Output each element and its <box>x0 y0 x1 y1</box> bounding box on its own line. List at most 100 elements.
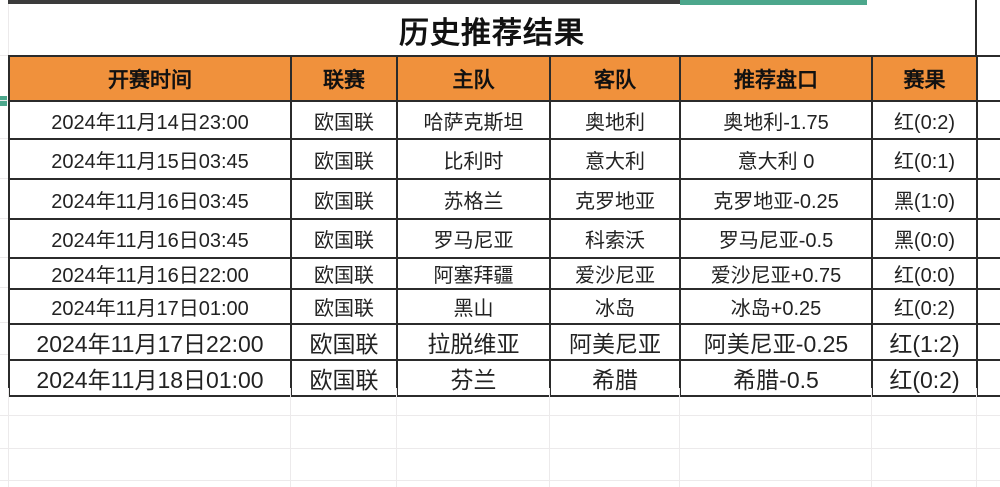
cell-result[interactable]: 黑(1:0) <box>871 178 978 220</box>
cell-home-team[interactable]: 黑山 <box>396 288 551 325</box>
grid-line-faint <box>0 287 8 288</box>
cell-extra-sliver <box>976 323 1000 361</box>
cell-handicap[interactable]: 克罗地亚-0.25 <box>679 178 873 220</box>
grid-line-faint <box>8 388 9 487</box>
grid-line-faint <box>549 388 550 487</box>
cell-kickoff-time[interactable]: 2024年11月16日22:00 <box>8 257 292 290</box>
cell-league[interactable]: 欧国联 <box>290 218 398 259</box>
cell-away-team[interactable]: 克罗地亚 <box>549 178 681 220</box>
col-header-kickoff-time[interactable]: 开赛时间 <box>8 55 292 102</box>
cell-league[interactable]: 欧国联 <box>290 323 398 361</box>
table-body: 2024年11月14日23:00 欧国联 哈萨克斯坦 奥地利 奥地利-1.75 … <box>8 100 1000 397</box>
grid-line-faint <box>0 218 8 219</box>
cell-handicap[interactable]: 希腊-0.5 <box>679 359 873 397</box>
grid-line-faint <box>0 100 8 101</box>
grid-line-vertical <box>975 0 977 56</box>
cell-kickoff-time[interactable]: 2024年11月16日03:45 <box>8 218 292 259</box>
cell-result[interactable]: 红(0:2) <box>871 100 978 140</box>
left-sliver-grid <box>0 0 8 388</box>
table-row[interactable]: 2024年11月18日01:00 欧国联 芬兰 希腊 希腊-0.5 红(0:2) <box>8 359 1000 397</box>
grid-line-faint <box>0 55 8 56</box>
cell-away-team[interactable]: 阿美尼亚 <box>549 323 681 361</box>
table-row[interactable]: 2024年11月16日03:45 欧国联 苏格兰 克罗地亚 克罗地亚-0.25 … <box>8 178 1000 220</box>
cell-extra-sliver <box>976 218 1000 259</box>
cell-away-team[interactable]: 意大利 <box>549 138 681 180</box>
grid-line-faint <box>0 448 1000 449</box>
table-row[interactable]: 2024年11月14日23:00 欧国联 哈萨克斯坦 奥地利 奥地利-1.75 … <box>8 100 1000 140</box>
grid-line-faint <box>871 388 872 487</box>
cell-kickoff-time[interactable]: 2024年11月17日22:00 <box>8 323 292 361</box>
grid-line-faint <box>0 322 8 323</box>
cell-away-team[interactable]: 希腊 <box>549 359 681 397</box>
grid-line-faint <box>976 388 977 487</box>
col-header-extra-sliver <box>976 55 1000 102</box>
table-row[interactable]: 2024年11月16日22:00 欧国联 阿塞拜疆 爱沙尼亚 爱沙尼亚+0.75… <box>8 257 1000 290</box>
cell-league[interactable]: 欧国联 <box>290 257 398 290</box>
grid-line-faint <box>0 257 8 258</box>
col-header-away-team[interactable]: 客队 <box>549 55 681 102</box>
grid-line-faint <box>679 388 680 487</box>
selection-indicator-left <box>0 96 7 106</box>
cell-extra-sliver <box>976 257 1000 290</box>
cell-handicap[interactable]: 意大利 0 <box>679 138 873 180</box>
cell-league[interactable]: 欧国联 <box>290 178 398 220</box>
cell-extra-sliver <box>976 138 1000 180</box>
col-header-home-team[interactable]: 主队 <box>396 55 551 102</box>
grid-line-faint <box>0 480 1000 481</box>
page-title: 历史推荐结果 <box>399 16 585 50</box>
cell-home-team[interactable]: 拉脱维亚 <box>396 323 551 361</box>
table-row[interactable]: 2024年11月17日01:00 欧国联 黑山 冰岛 冰岛+0.25 红(0:2… <box>8 288 1000 325</box>
cell-home-team[interactable]: 芬兰 <box>396 359 551 397</box>
cell-extra-sliver <box>976 100 1000 140</box>
cell-handicap[interactable]: 爱沙尼亚+0.75 <box>679 257 873 290</box>
cell-handicap[interactable]: 阿美尼亚-0.25 <box>679 323 873 361</box>
cell-handicap[interactable]: 罗马尼亚-0.5 <box>679 218 873 259</box>
cell-away-team[interactable]: 科索沃 <box>549 218 681 259</box>
table-row[interactable]: 2024年11月16日03:45 欧国联 罗马尼亚 科索沃 罗马尼亚-0.5 黑… <box>8 218 1000 259</box>
cell-home-team[interactable]: 苏格兰 <box>396 178 551 220</box>
cell-result[interactable]: 红(0:0) <box>871 257 978 290</box>
cell-result[interactable]: 红(1:2) <box>871 323 978 361</box>
cell-home-team[interactable]: 哈萨克斯坦 <box>396 100 551 140</box>
cell-result[interactable]: 红(0:2) <box>871 288 978 325</box>
grid-line-faint <box>0 178 8 179</box>
table-row[interactable]: 2024年11月17日22:00 欧国联 拉脱维亚 阿美尼亚 阿美尼亚-0.25… <box>8 323 1000 361</box>
cell-kickoff-time[interactable]: 2024年11月14日23:00 <box>8 100 292 140</box>
header-row: 开赛时间 联赛 主队 客队 推荐盘口 赛果 <box>8 55 1000 102</box>
cell-result[interactable]: 红(0:2) <box>871 359 978 397</box>
cell-home-team[interactable]: 罗马尼亚 <box>396 218 551 259</box>
selection-indicator-top <box>680 0 867 5</box>
col-header-result[interactable]: 赛果 <box>871 55 978 102</box>
cell-extra-sliver <box>976 288 1000 325</box>
empty-grid-area <box>0 388 1000 487</box>
cell-league[interactable]: 欧国联 <box>290 359 398 397</box>
cell-home-team[interactable]: 阿塞拜疆 <box>396 257 551 290</box>
grid-line-faint <box>290 388 291 487</box>
cell-kickoff-time[interactable]: 2024年11月18日01:00 <box>8 359 292 397</box>
cell-handicap[interactable]: 冰岛+0.25 <box>679 288 873 325</box>
cell-result[interactable]: 黑(0:0) <box>871 218 978 259</box>
toolbar-edge-bar <box>8 0 680 4</box>
results-table: 开赛时间 联赛 主队 客队 推荐盘口 赛果 2024年11月14日23:00 欧… <box>8 55 1000 397</box>
col-header-league[interactable]: 联赛 <box>290 55 398 102</box>
cell-league[interactable]: 欧国联 <box>290 288 398 325</box>
grid-line-faint <box>0 138 8 139</box>
cell-handicap[interactable]: 奥地利-1.75 <box>679 100 873 140</box>
grid-line-faint <box>0 354 8 355</box>
cell-kickoff-time[interactable]: 2024年11月15日03:45 <box>8 138 292 180</box>
cell-league[interactable]: 欧国联 <box>290 138 398 180</box>
grid-line-faint <box>8 4 9 55</box>
cell-kickoff-time[interactable]: 2024年11月16日03:45 <box>8 178 292 220</box>
table-row[interactable]: 2024年11月15日03:45 欧国联 比利时 意大利 意大利 0 红(0:1… <box>8 138 1000 180</box>
cell-home-team[interactable]: 比利时 <box>396 138 551 180</box>
cell-league[interactable]: 欧国联 <box>290 100 398 140</box>
cell-away-team[interactable]: 爱沙尼亚 <box>549 257 681 290</box>
grid-line-faint <box>0 415 1000 416</box>
cell-result[interactable]: 红(0:1) <box>871 138 978 180</box>
cell-kickoff-time[interactable]: 2024年11月17日01:00 <box>8 288 292 325</box>
grid-line-faint <box>396 388 397 487</box>
cell-away-team[interactable]: 冰岛 <box>549 288 681 325</box>
cell-away-team[interactable]: 奥地利 <box>549 100 681 140</box>
col-header-handicap[interactable]: 推荐盘口 <box>679 55 873 102</box>
